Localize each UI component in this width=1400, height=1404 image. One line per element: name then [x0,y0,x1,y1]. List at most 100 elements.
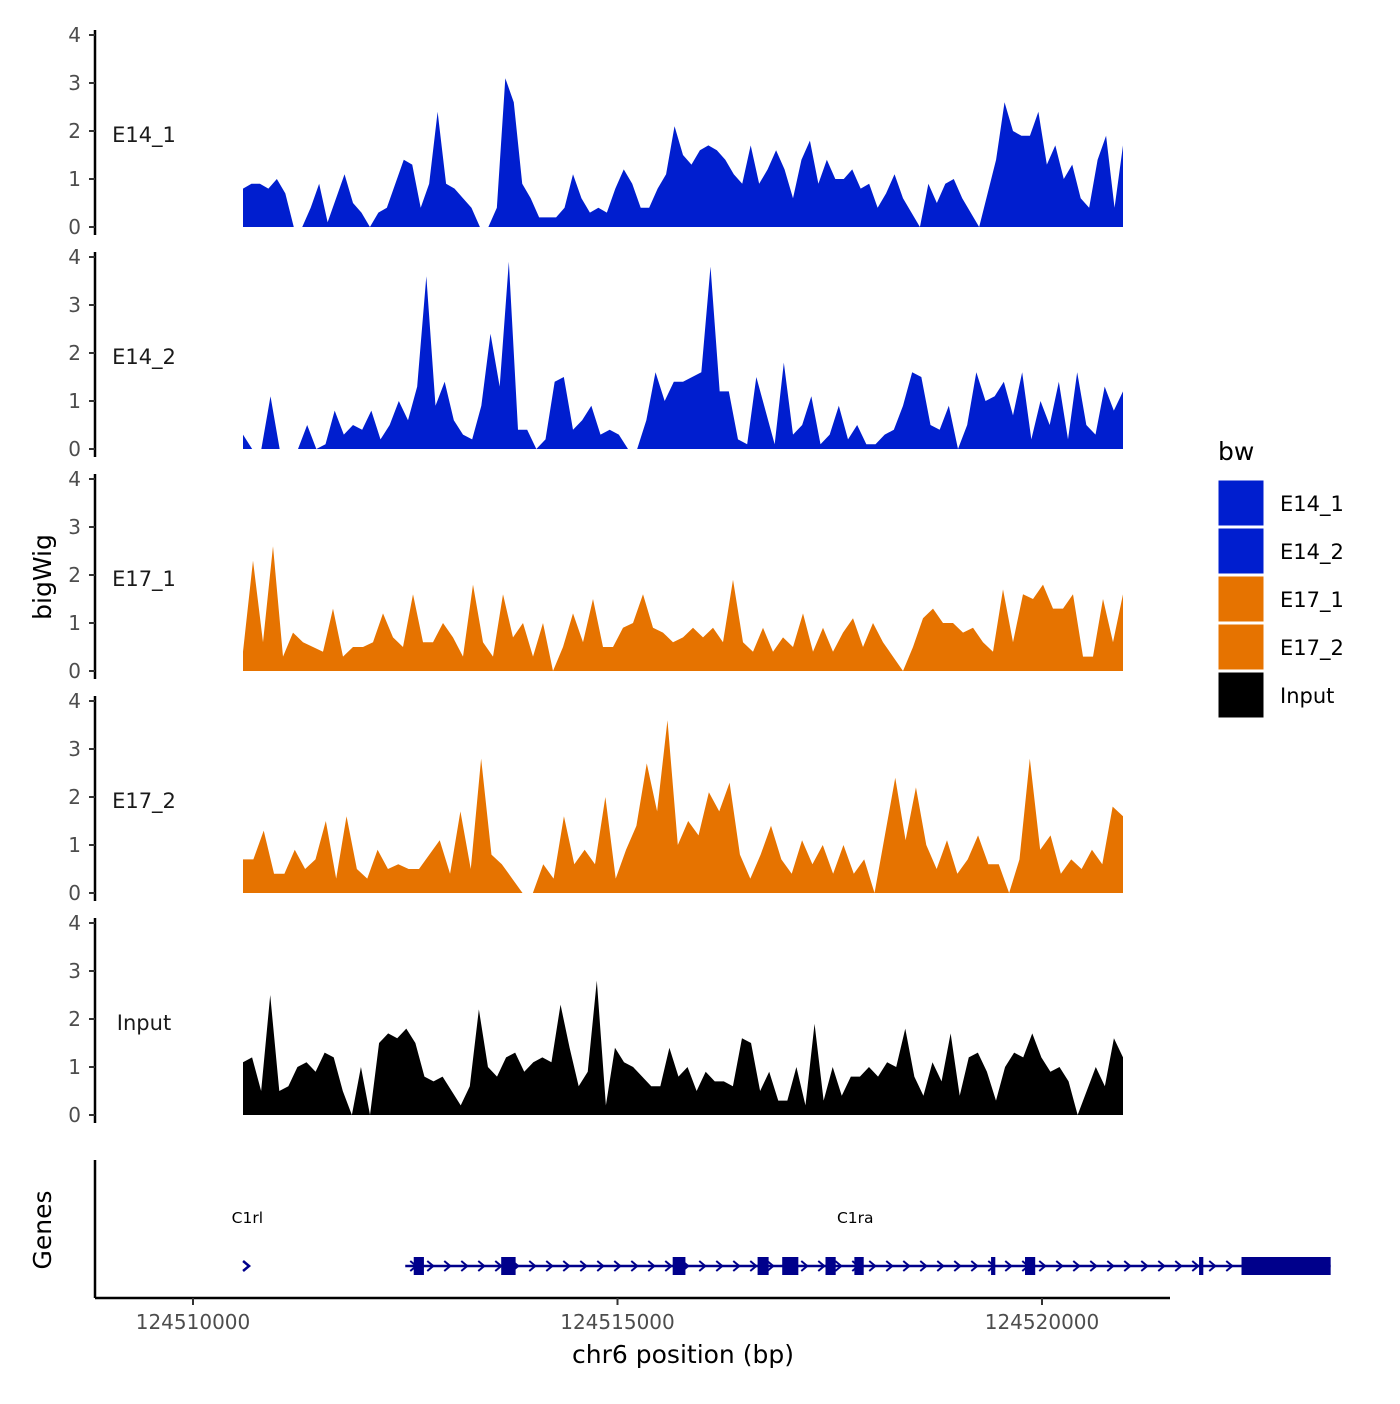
strand-chevron [1038,1260,1047,1272]
legend-swatch [1217,479,1265,527]
y-tick-label: 3 [68,515,81,539]
strand-chevron [1140,1260,1149,1272]
gene-C1ra: C1ra [405,1209,1331,1275]
y-tick-label: 0 [68,881,81,905]
strand-chevron [460,1260,469,1272]
strand-chevron [766,1260,775,1272]
legend-swatch [1217,671,1265,719]
x-axis: 124510000 124515000 124520000 [95,1296,1170,1334]
area-E14_1 [243,78,1123,227]
gene-exon [991,1257,996,1275]
legend-label: Input [1280,684,1334,708]
strand-chevron [1225,1260,1234,1272]
legend-entry-E17_1: E17_1 [1217,575,1344,623]
tracks-layer: 0 1 2 3 4 E14_1 0 1 2 3 4 E14_2 0 1 2 3 4 E17_1 0 1 2 3 4 E17_2… [68,23,1123,1127]
x-tick-label: 124520000 [985,1310,1100,1334]
strand-chevron [1123,1260,1132,1272]
gene-exon [757,1257,769,1275]
gene-exon [782,1257,799,1275]
strand-chevron [1157,1260,1166,1272]
strand-chevron [630,1260,639,1272]
x-axis-title: chr6 position (bp) [572,1340,794,1369]
strand-chevron [970,1260,979,1272]
y-tick-label: 2 [68,563,81,587]
y-tick-label: 4 [68,911,81,935]
track-Input: 0 1 2 3 4 Input [68,911,1123,1127]
y-tick-label: 0 [68,1103,81,1127]
gene-exon [854,1257,864,1275]
y-tick-label: 3 [68,293,81,317]
y-tick-label: 2 [68,785,81,809]
strand-chevron [443,1260,452,1272]
track-E14_1: 0 1 2 3 4 E14_1 [68,23,1123,239]
area-Input [243,980,1123,1115]
gene-exon [413,1257,424,1275]
strand-chevron [800,1260,809,1272]
legend-swatch [1217,575,1265,623]
y-tick-label: 4 [68,245,81,269]
strand-chevron [919,1260,928,1272]
gene-label-C1rl: C1rl [232,1209,263,1227]
strand-chevron [613,1260,622,1272]
strand-chevron [834,1260,843,1272]
area-E17_1 [243,546,1123,671]
legend-entry-E14_2: E14_2 [1217,527,1344,575]
y-tick-label: 4 [68,23,81,47]
y-tick-label: 0 [68,437,81,461]
genes-axis-title: Genes [28,1190,57,1269]
strand-chevron [562,1260,571,1272]
strand-chevron [242,1260,252,1272]
strand-chevron [596,1260,605,1272]
x-tick-label: 124515000 [560,1310,675,1334]
track-label-E17_2: E17_2 [112,789,176,814]
track-label-E14_1: E14_1 [112,123,176,148]
legend-swatch [1217,527,1265,575]
strand-chevron [1089,1260,1098,1272]
y-tick-label: 1 [68,833,81,857]
strand-chevron [1055,1260,1064,1272]
legend-title: bw [1218,437,1254,466]
y-tick-label: 2 [68,341,81,365]
strand-chevron [664,1260,673,1272]
gene-exon [1025,1257,1036,1275]
strand-chevron [477,1260,486,1272]
y-tick-label: 1 [68,611,81,635]
legend-label: E14_1 [1280,492,1344,517]
strand-chevron [1191,1260,1200,1272]
x-tick-label: 124510000 [136,1310,251,1334]
strand-chevron [426,1260,435,1272]
gene-exon [1199,1257,1204,1275]
y-tick-label: 3 [68,959,81,983]
y-tick-label: 3 [68,737,81,761]
y-tick-label: 0 [68,659,81,683]
y-tick-label: 4 [68,689,81,713]
track-label-E14_2: E14_2 [112,345,176,370]
strand-chevron [732,1260,741,1272]
strand-chevron [1072,1260,1081,1272]
gene-exon [825,1257,836,1275]
track-E14_2: 0 1 2 3 4 E14_2 [68,245,1123,461]
track-E17_2: 0 1 2 3 4 E17_2 [68,689,1123,905]
area-E14_2 [243,261,1123,449]
y-tick-label: 0 [68,215,81,239]
y-tick-label: 1 [68,389,81,413]
strand-chevron [715,1260,724,1272]
legend-entry-Input: Input [1217,671,1334,719]
y-tick-label: 2 [68,1007,81,1031]
strand-chevron [868,1260,877,1272]
strand-chevron [698,1260,707,1272]
gene-exon [501,1257,516,1275]
legend-label: E14_2 [1280,540,1344,565]
legend: bw E14_1 E14_2 E17_1 E17_2 Input [1217,437,1344,719]
track-E17_1: 0 1 2 3 4 E17_1 [68,467,1123,683]
legend-swatch [1217,623,1265,671]
gene-label-C1ra: C1ra [837,1209,874,1227]
y-tick-label: 1 [68,167,81,191]
legend-entry-E17_2: E17_2 [1217,623,1344,671]
area-E17_2 [243,720,1123,893]
strand-chevron [1208,1260,1217,1272]
strand-chevron [579,1260,588,1272]
legend-entry-E14_1: E14_1 [1217,479,1344,527]
